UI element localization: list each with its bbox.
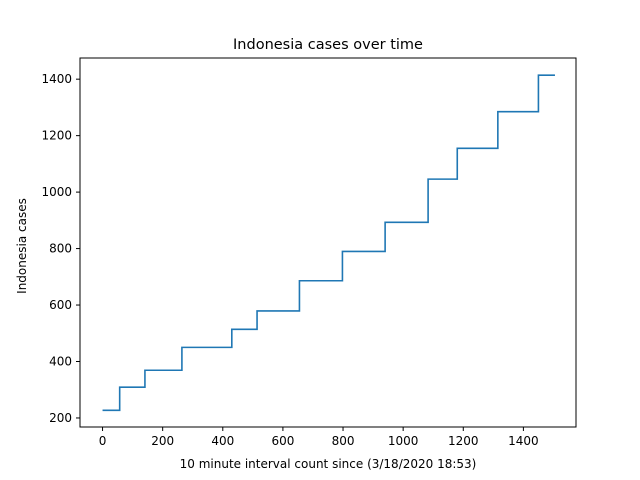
chart-title: Indonesia cases over time (233, 37, 423, 53)
y-tick-label: 600 (49, 298, 72, 312)
y-axis-label: Indonesia cases (15, 198, 29, 294)
y-tick-label: 800 (49, 242, 72, 256)
x-tick-label: 0 (99, 434, 107, 448)
series-layer (102, 74, 555, 412)
y-tick-label: 400 (49, 355, 72, 369)
plot-frame (79, 57, 577, 428)
x-axis-label: 10 minute interval count since (3/18/202… (180, 457, 477, 471)
plot-area (79, 57, 577, 428)
x-tick-label: 1200 (448, 434, 479, 448)
y-tick-label: 1200 (41, 129, 72, 143)
x-tick-label: 400 (211, 434, 234, 448)
series-line (102, 74, 555, 412)
y-tick-label: 200 (49, 411, 72, 425)
x-tick-label: 1400 (508, 434, 539, 448)
x-tick-label: 1000 (388, 434, 419, 448)
x-tick-label: 200 (151, 434, 174, 448)
x-tick-label: 800 (332, 434, 355, 448)
y-tick-label: 1000 (41, 185, 72, 199)
x-tick-label: 600 (271, 434, 294, 448)
axis-ticks: 0 200 400 600 800 1000 1200 1400 200 400 600 800 100… (41, 72, 538, 448)
y-tick-label: 1400 (41, 72, 72, 86)
